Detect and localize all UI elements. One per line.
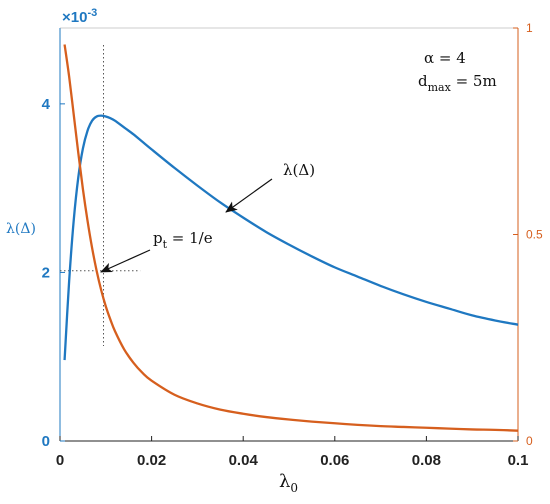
x-tick-label: 0.06	[320, 452, 349, 469]
y-left-tick-label: 2	[42, 264, 50, 281]
x-tick-label: 0.1	[508, 452, 529, 469]
y-right-tick-label: 0	[526, 434, 533, 448]
y-right-tick-label: 1	[526, 21, 533, 35]
y-left-tick-label: 0	[42, 433, 50, 450]
pt-series-line	[63, 44, 519, 432]
y-exponent-label: ×10-3	[62, 7, 97, 26]
pt-arrow	[100, 249, 151, 273]
x-tick-label: 0.08	[412, 452, 441, 469]
series-layer	[63, 44, 519, 432]
pt-annotation: pt = 1/e	[153, 229, 213, 251]
x-tick-label: 0.04	[229, 452, 259, 469]
x-tick-label: 0.02	[137, 452, 166, 469]
axis-ticks: 0 0.02 0.04 0.06 0.08 0.1 0 2 4 0 0.5 1	[42, 21, 543, 469]
lambda-delta-arrow	[225, 178, 273, 213]
y-left-axis-label: λ(Δ)	[6, 221, 36, 237]
y-left-tick-label: 4	[42, 96, 51, 113]
reference-lines	[60, 45, 141, 346]
lambda-delta-annotation: λ(Δ)	[283, 161, 315, 179]
x-axis-label: λ0	[279, 471, 298, 495]
lambda-delta-series-line	[63, 114, 519, 361]
y-right-tick-label: 0.5	[526, 228, 543, 242]
alpha-parameter-label: α = 4	[424, 49, 466, 67]
dmax-parameter-label: dmax = 5m	[418, 72, 497, 94]
x-tick-label: 0	[56, 452, 64, 469]
